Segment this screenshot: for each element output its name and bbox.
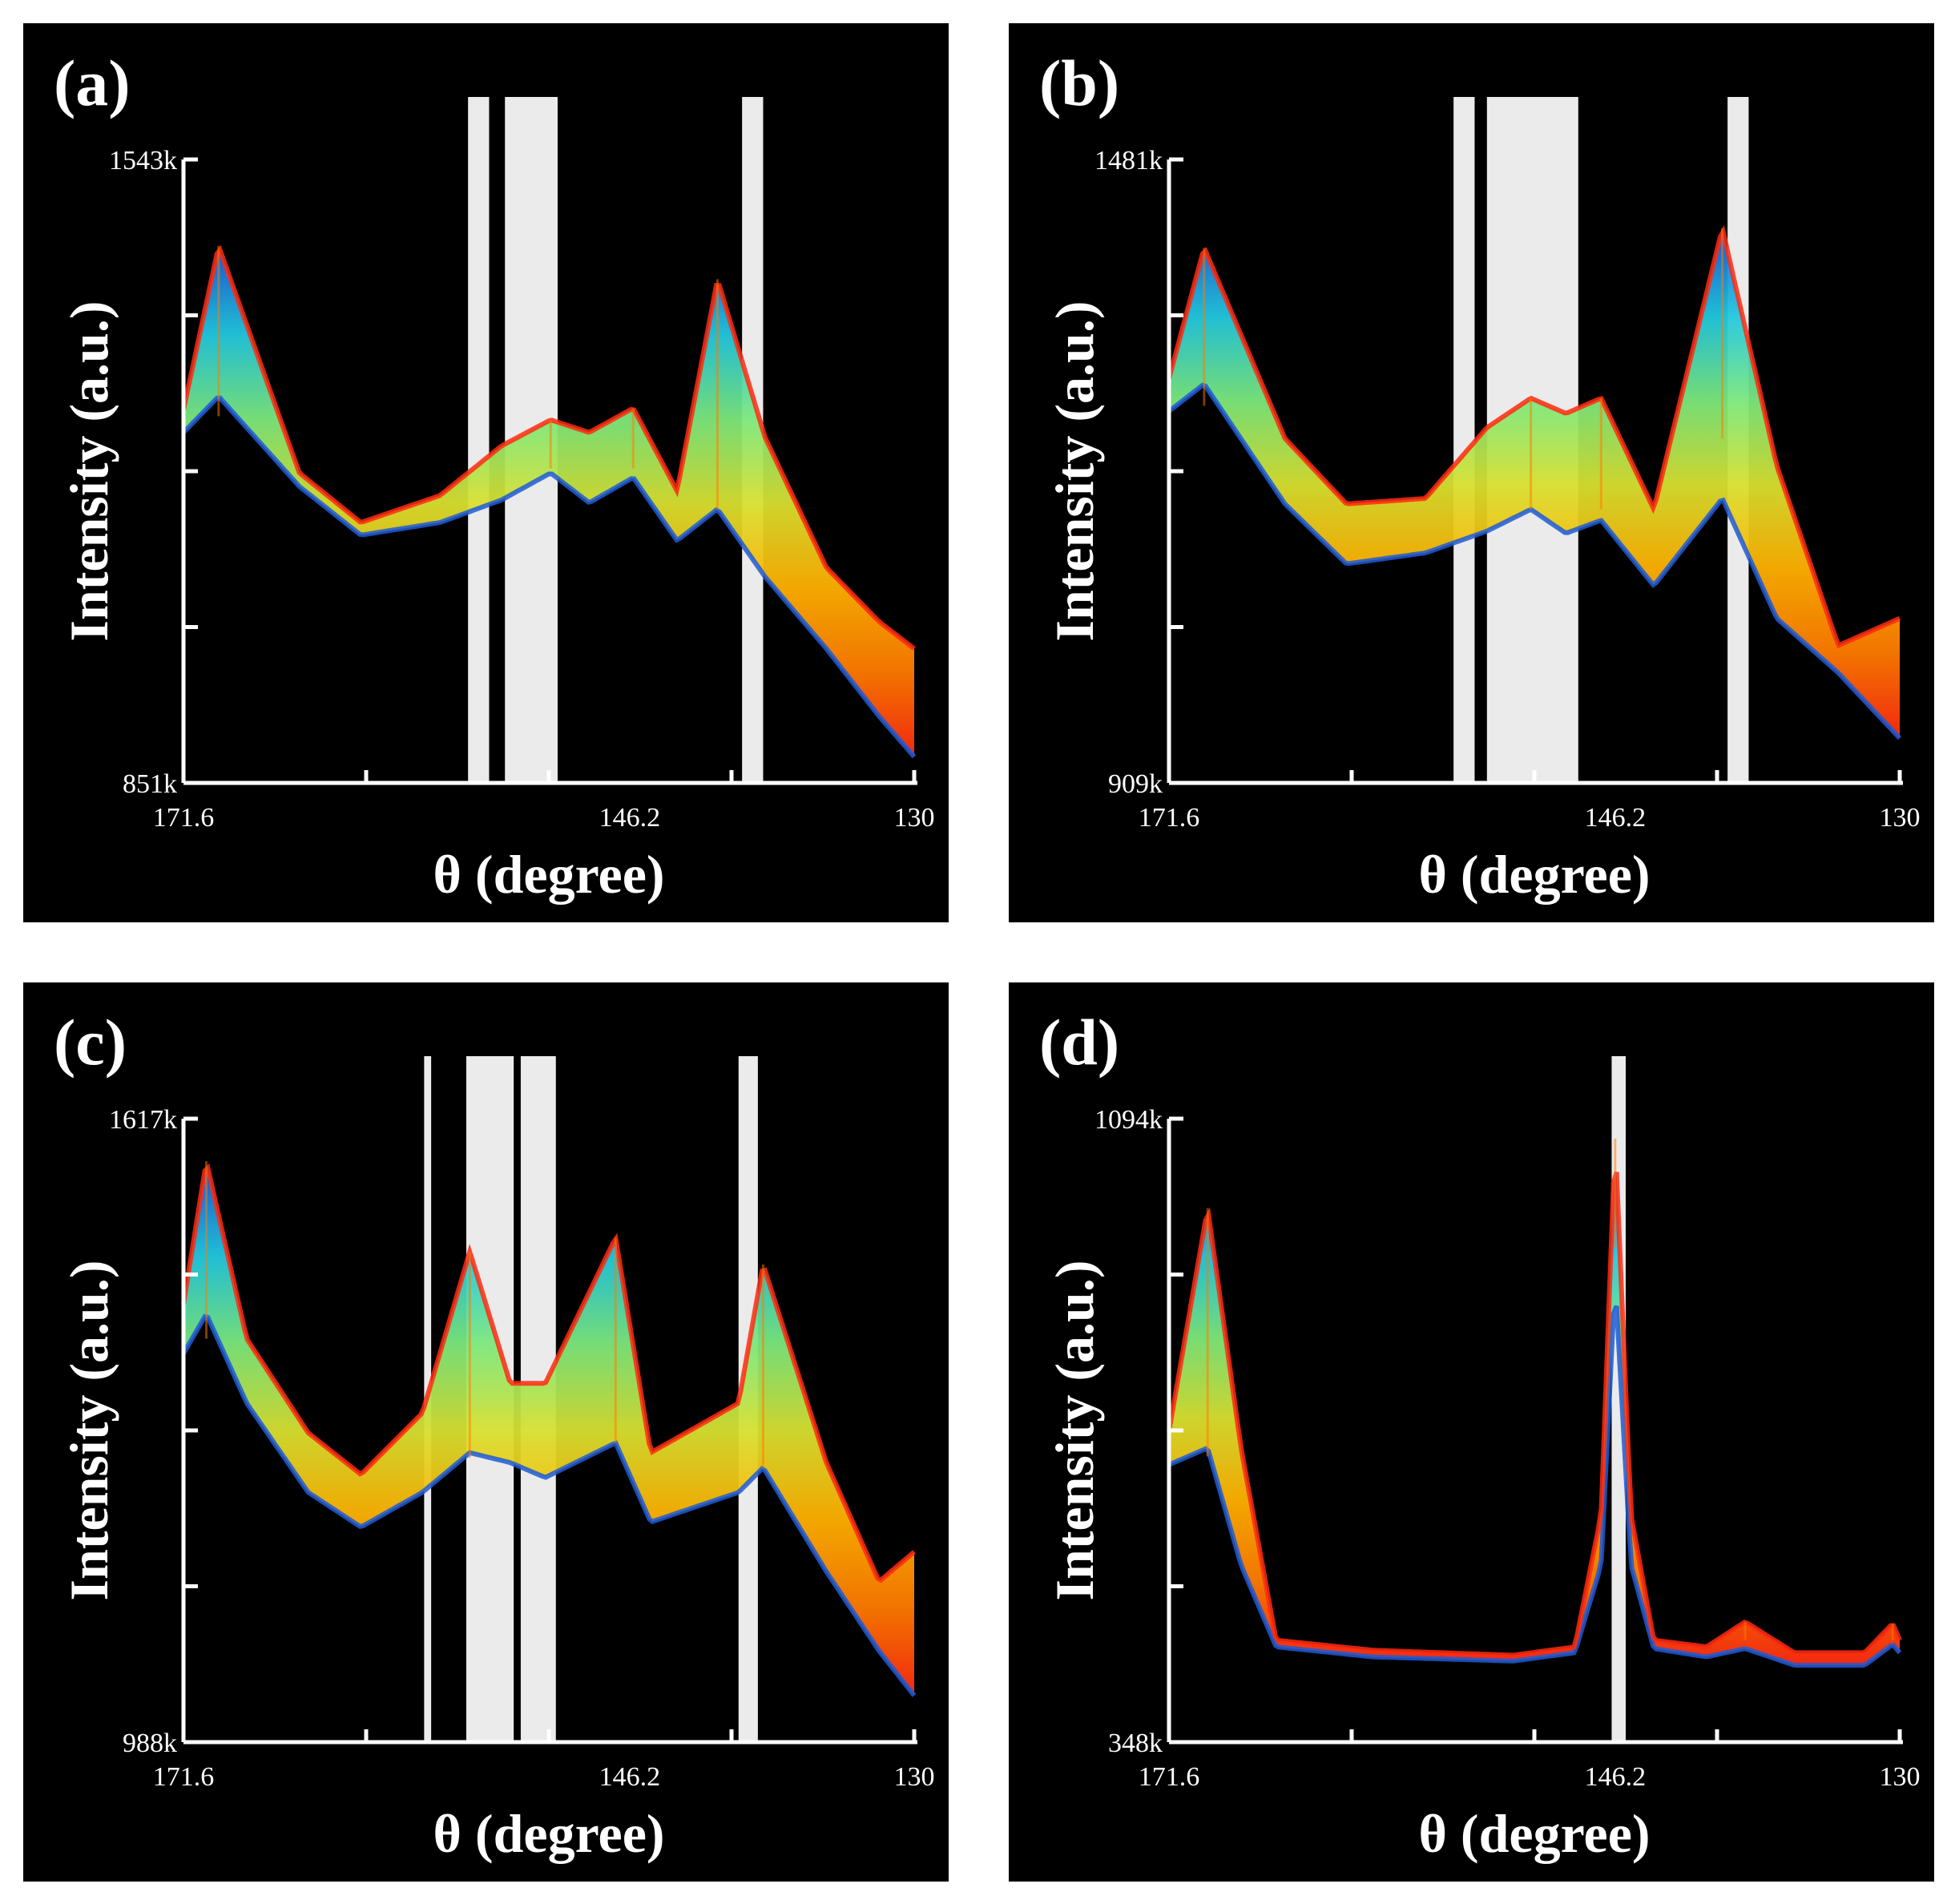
x-tick-label-right: 130 xyxy=(894,803,935,833)
y-axis-title: Intensity (a.u.) xyxy=(1044,1260,1105,1600)
chart-b: 1481k 909k 171.6 146.2 130 θ (degree) Intensit… xyxy=(1044,97,1921,905)
panel-label: (c) xyxy=(54,1006,127,1079)
x-tick-label-left: 171.6 xyxy=(153,1762,215,1792)
panel-label: (b) xyxy=(1039,46,1120,119)
x-tick-label-right: 130 xyxy=(1880,1762,1921,1792)
panel-b: (b) 1481k 909k 171.6 146.2 130 θ (degree) Inte… xyxy=(1009,23,1934,922)
y-axis-title: Intensity (a.u.) xyxy=(1044,301,1105,641)
series-band xyxy=(183,249,914,757)
y-axis-title: Intensity (a.u.) xyxy=(58,1260,119,1600)
x-axis-title: θ (degree) xyxy=(1418,1803,1650,1864)
panel-d: (d) 1094k 348k 171.6 146.2 130 θ (degree) Inte… xyxy=(1009,982,1934,1882)
series-line-high xyxy=(181,244,916,651)
x-axis-title: θ (degree) xyxy=(1418,844,1650,905)
x-axis-title: θ (degree) xyxy=(433,1803,664,1864)
y-tick-label-top: 1094k xyxy=(1094,1105,1163,1135)
chart-a: 1543k 851k 171.6 146.2 130 θ (degree) Intensit… xyxy=(58,97,935,905)
x-tick-label-right: 130 xyxy=(1880,803,1921,833)
series-line-high xyxy=(181,1163,916,1583)
x-tick-label-left: 171.6 xyxy=(1139,803,1200,833)
x-tick-label-mid: 146.2 xyxy=(1585,1762,1647,1792)
x-tick-label-mid: 146.2 xyxy=(599,1762,661,1792)
y-tick-label-top: 1543k xyxy=(109,146,177,175)
panel-c: (c) 1617k 988k 171.6 146.2 130 θ (degree) Inte… xyxy=(23,982,949,1882)
x-tick-label-mid: 146.2 xyxy=(1585,803,1647,833)
x-tick-label-mid: 146.2 xyxy=(599,803,661,833)
overlay-band xyxy=(468,97,490,783)
series-line-low xyxy=(181,395,917,759)
x-tick-label-left: 171.6 xyxy=(1139,1762,1200,1792)
series-line-low xyxy=(1167,382,1902,740)
panel-label: (a) xyxy=(54,46,131,119)
y-tick-label-bottom: 348k xyxy=(1108,1729,1163,1758)
y-tick-label-top: 1617k xyxy=(109,1105,177,1135)
panel-label: (d) xyxy=(1039,1006,1120,1079)
y-tick-label-bottom: 909k xyxy=(1108,769,1163,799)
series-band xyxy=(183,1168,914,1696)
series-line-high xyxy=(1167,1171,1902,1658)
overlay-band xyxy=(1453,97,1475,783)
series-line-low xyxy=(181,1313,917,1697)
x-axis-title: θ (degree) xyxy=(433,844,664,905)
series-line-high xyxy=(1167,224,1901,649)
chart-d: 1094k 348k 171.6 146.2 130 θ (degree) Intensit… xyxy=(1044,1056,1921,1864)
series-line-low xyxy=(1167,1305,1902,1668)
panel-a: (a) 1543k 851k 171.6 146.2 130 θ (degree) Inte… xyxy=(23,23,949,922)
chart-c: 1617k 988k 171.6 146.2 130 θ (degree) Intensit… xyxy=(58,1056,935,1864)
x-tick-label-right: 130 xyxy=(894,1762,935,1792)
y-tick-label-bottom: 851k xyxy=(123,769,177,799)
y-tick-label-bottom: 988k xyxy=(123,1729,177,1758)
series-band xyxy=(1169,232,1900,739)
x-tick-label-left: 171.6 xyxy=(153,803,215,833)
y-tick-label-top: 1481k xyxy=(1094,146,1163,175)
series-band xyxy=(1169,1172,1900,1666)
y-axis-title: Intensity (a.u.) xyxy=(58,301,119,641)
